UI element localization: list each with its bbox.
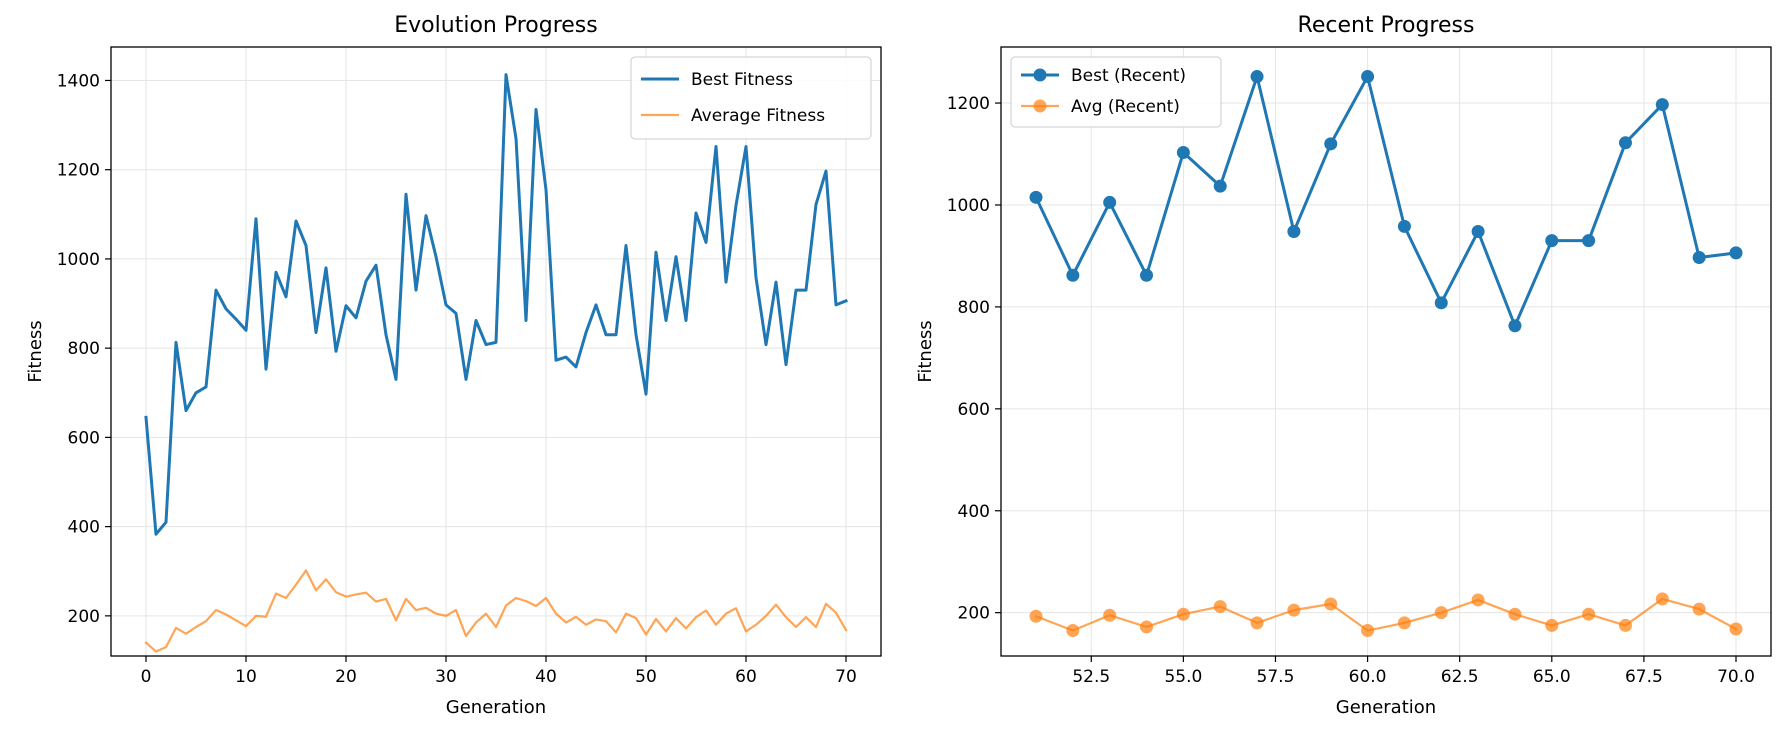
x-tick-label: 55.0 [1164, 667, 1202, 687]
data-point [1545, 234, 1559, 248]
y-tick-label: 800 [958, 298, 990, 318]
y-tick-label: 600 [68, 428, 100, 448]
data-point [1176, 145, 1190, 159]
legend-box [1010, 56, 1222, 128]
y-tick-label: 1200 [947, 94, 990, 114]
y-tick-label: 1000 [57, 250, 100, 270]
y-axis-label: Fitness [25, 320, 46, 382]
legend-marker-1 [1033, 68, 1047, 82]
y-tick-label: 600 [958, 400, 990, 420]
x-tick-label: 0 [141, 667, 152, 687]
data-point [1066, 268, 1080, 282]
x-tick-label: 52.5 [1072, 667, 1110, 687]
data-point [1434, 606, 1448, 620]
data-point [1213, 179, 1227, 193]
series-line-2 [144, 569, 848, 653]
data-point [1066, 624, 1080, 638]
legend-label-1: Best Fitness [691, 70, 793, 90]
y-tick-label: 1000 [947, 196, 990, 216]
x-tick-label: 67.5 [1625, 667, 1663, 687]
x-tick-label: 20 [335, 667, 357, 687]
data-point [1655, 592, 1669, 606]
data-point [1029, 609, 1043, 623]
data-point [1471, 593, 1485, 607]
data-point [1324, 137, 1338, 151]
x-tick-label: 57.5 [1257, 667, 1295, 687]
data-point [1729, 246, 1743, 260]
data-point [1250, 616, 1264, 630]
x-tick-label: 40 [535, 667, 557, 687]
x-tick-label: 50 [635, 667, 657, 687]
data-point [1692, 250, 1706, 264]
legend-label-1: Best (Recent) [1071, 66, 1186, 86]
x-tick-label: 70 [835, 667, 857, 687]
data-point [1729, 622, 1743, 636]
data-point [1250, 70, 1264, 84]
data-point [1029, 190, 1043, 204]
data-point [1471, 224, 1485, 238]
x-tick-label: 62.5 [1441, 667, 1479, 687]
data-point [1545, 618, 1559, 632]
y-tick-label: 800 [68, 339, 100, 359]
x-tick-label: 30 [435, 667, 457, 687]
data-point [1287, 603, 1301, 617]
y-tick-label: 1200 [57, 161, 100, 181]
axes-frame [1000, 46, 1772, 657]
x-tick-label: 70.0 [1717, 667, 1755, 687]
data-point [1692, 602, 1706, 616]
x-axis-label: Generation [1336, 697, 1436, 718]
x-axis-label: Generation [446, 697, 546, 718]
data-point [1103, 608, 1117, 622]
legend: Best (Recent) Avg (Recent) [1010, 56, 1222, 128]
chart-panel-1: 0 10 20 30 40 50 60 70 200 400 600 800 1000 1200 1400 E… [25, 13, 882, 718]
data-point [1434, 296, 1448, 310]
data-point [1618, 618, 1632, 632]
y-tick-label: 200 [68, 607, 100, 627]
data-point [1140, 268, 1154, 282]
y-tick-label: 200 [958, 604, 990, 624]
legend-label-2: Avg (Recent) [1071, 97, 1180, 117]
x-tick-label: 10 [235, 667, 257, 687]
chart-title: Evolution Progress [394, 13, 597, 38]
x-tick-label: 60 [735, 667, 757, 687]
data-point [1582, 607, 1596, 621]
legend-box [630, 56, 872, 140]
series-line-1 [144, 73, 848, 536]
data-point [1397, 616, 1411, 630]
x-tick-label: 65.0 [1533, 667, 1571, 687]
data-point [1287, 224, 1301, 238]
data-point [1618, 136, 1632, 150]
legend: Best Fitness Average Fitness [630, 56, 872, 140]
data-point [1361, 624, 1375, 638]
axes-frame [110, 46, 882, 657]
y-axis-label: Fitness [915, 320, 936, 382]
data-point [1655, 98, 1669, 112]
data-point [1103, 195, 1117, 209]
y-tick-label: 1400 [57, 71, 100, 91]
legend-label-2: Average Fitness [691, 106, 825, 126]
data-point [1176, 607, 1190, 621]
chart-panel-2: 52.5 55.0 57.5 60.0 62.5 65.0 67.5 70.0 200 400 60… [915, 13, 1772, 718]
data-point [1508, 319, 1522, 333]
data-point [1361, 70, 1375, 84]
chart-title: Recent Progress [1298, 13, 1475, 38]
data-point [1213, 600, 1227, 614]
data-point [1508, 607, 1522, 621]
data-point [1140, 620, 1154, 634]
x-tick-label: 60.0 [1349, 667, 1387, 687]
data-point [1397, 219, 1411, 233]
legend-marker-2 [1033, 99, 1047, 113]
y-tick-label: 400 [958, 502, 990, 522]
series-line-1 [1034, 75, 1738, 328]
data-point [1324, 597, 1338, 611]
data-point [1582, 234, 1596, 248]
y-tick-label: 400 [68, 518, 100, 538]
